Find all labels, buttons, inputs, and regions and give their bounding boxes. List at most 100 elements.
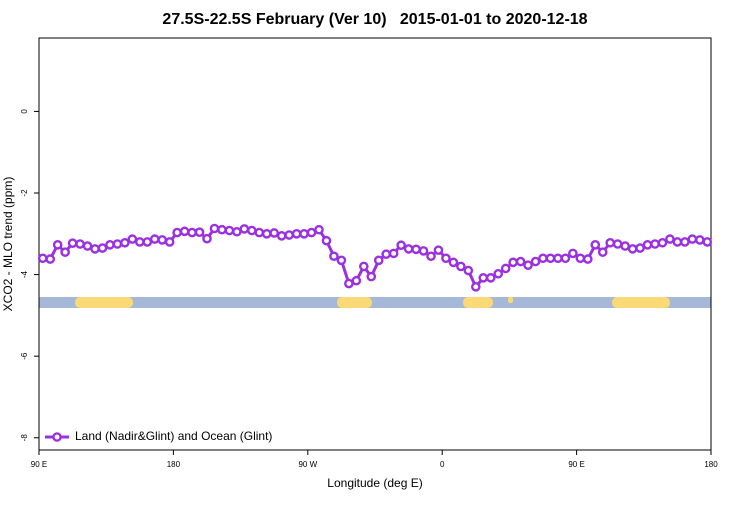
data-point [157, 235, 167, 245]
data-point [202, 233, 212, 244]
data-point [217, 224, 227, 235]
data-point [224, 225, 235, 236]
data-point [239, 224, 250, 234]
data-point [127, 234, 138, 244]
data-point [112, 239, 123, 249]
land-band [75, 297, 133, 308]
data-point [680, 237, 690, 247]
data-point [635, 243, 645, 253]
data-point [687, 234, 698, 244]
data-point [351, 275, 362, 286]
data-point [232, 226, 242, 237]
data-point [37, 253, 48, 264]
data-point [411, 244, 421, 255]
chart-title: 27.5S-22.5S February (Ver 10) 2015-01-01… [162, 11, 587, 28]
data-point [597, 247, 608, 257]
data-point [530, 256, 541, 267]
data-point [120, 237, 130, 248]
x-tick-label: 90 W [298, 460, 317, 469]
y-axis-label: XCO2 - MLO trend (ppm) [1, 177, 15, 312]
data-point [142, 237, 153, 247]
data-point [493, 268, 504, 279]
legend-label: Land (Nadir&Glint) and Ocean (Glint) [75, 429, 272, 443]
data-point [90, 244, 100, 254]
data-point [456, 261, 466, 272]
data-point [381, 249, 392, 259]
land-band [337, 297, 372, 308]
y-tick-label: -8 [20, 434, 29, 442]
data-point [314, 224, 324, 235]
data-point [403, 244, 414, 254]
data-point [695, 235, 705, 245]
data-point [470, 282, 481, 292]
ocean-band [39, 297, 711, 308]
data-point [373, 255, 384, 266]
data-point [67, 238, 78, 248]
y-tick-label: -4 [20, 270, 29, 278]
data-point [284, 230, 294, 240]
legend-marker [52, 432, 62, 442]
y-tick-label: -6 [20, 352, 29, 360]
data-point [366, 271, 377, 282]
data-point [172, 227, 182, 238]
data-point [246, 225, 257, 236]
data-point [396, 240, 406, 251]
data-point [134, 237, 145, 247]
data-point [261, 229, 272, 239]
x-tick-label: 90 E [568, 460, 584, 469]
data-point [329, 251, 339, 262]
data-point [568, 248, 578, 259]
data-point [702, 237, 713, 247]
data-point [344, 278, 354, 289]
data-point [545, 253, 556, 264]
data-point [560, 253, 571, 264]
land-band [463, 297, 493, 308]
data-point [553, 253, 563, 264]
data-point [433, 245, 444, 255]
x-tick-label: 0 [440, 460, 445, 469]
data-point [657, 237, 668, 248]
x-tick-label: 90 E [31, 460, 47, 469]
land-band [612, 297, 670, 308]
data-point [500, 263, 511, 274]
data-point [583, 254, 593, 264]
data-point [650, 239, 660, 249]
data-point [60, 247, 70, 257]
x-tick-label: 180 [704, 460, 718, 469]
data-point [299, 229, 309, 239]
data-point [82, 241, 93, 251]
data-point [620, 241, 630, 251]
data-point [149, 234, 160, 244]
data-point [642, 240, 653, 250]
data-point [209, 223, 220, 234]
data-point [672, 237, 683, 247]
data-point [418, 246, 429, 256]
data-point [52, 240, 63, 250]
data-point [306, 227, 317, 238]
data-point [179, 226, 190, 237]
land-band [508, 297, 513, 303]
data-point [97, 243, 108, 253]
data-point [448, 257, 459, 268]
data-point [269, 228, 280, 238]
data-point [426, 251, 436, 262]
data-point [515, 256, 526, 267]
data-point [665, 234, 675, 244]
data-point [164, 237, 175, 247]
data-point [105, 240, 115, 250]
data-point [523, 260, 533, 271]
data-point [627, 244, 638, 254]
data-point [388, 248, 399, 259]
data-point [75, 239, 85, 249]
data-point [276, 231, 287, 241]
data-point [187, 227, 197, 238]
data-point [194, 227, 205, 237]
data-point [45, 254, 56, 264]
data-point [508, 257, 518, 268]
y-tick-label: -2 [20, 189, 29, 197]
y-tick-label: 0 [20, 109, 29, 114]
x-tick-label: 180 [167, 460, 181, 469]
data-point [612, 239, 623, 249]
data-point [605, 237, 616, 248]
